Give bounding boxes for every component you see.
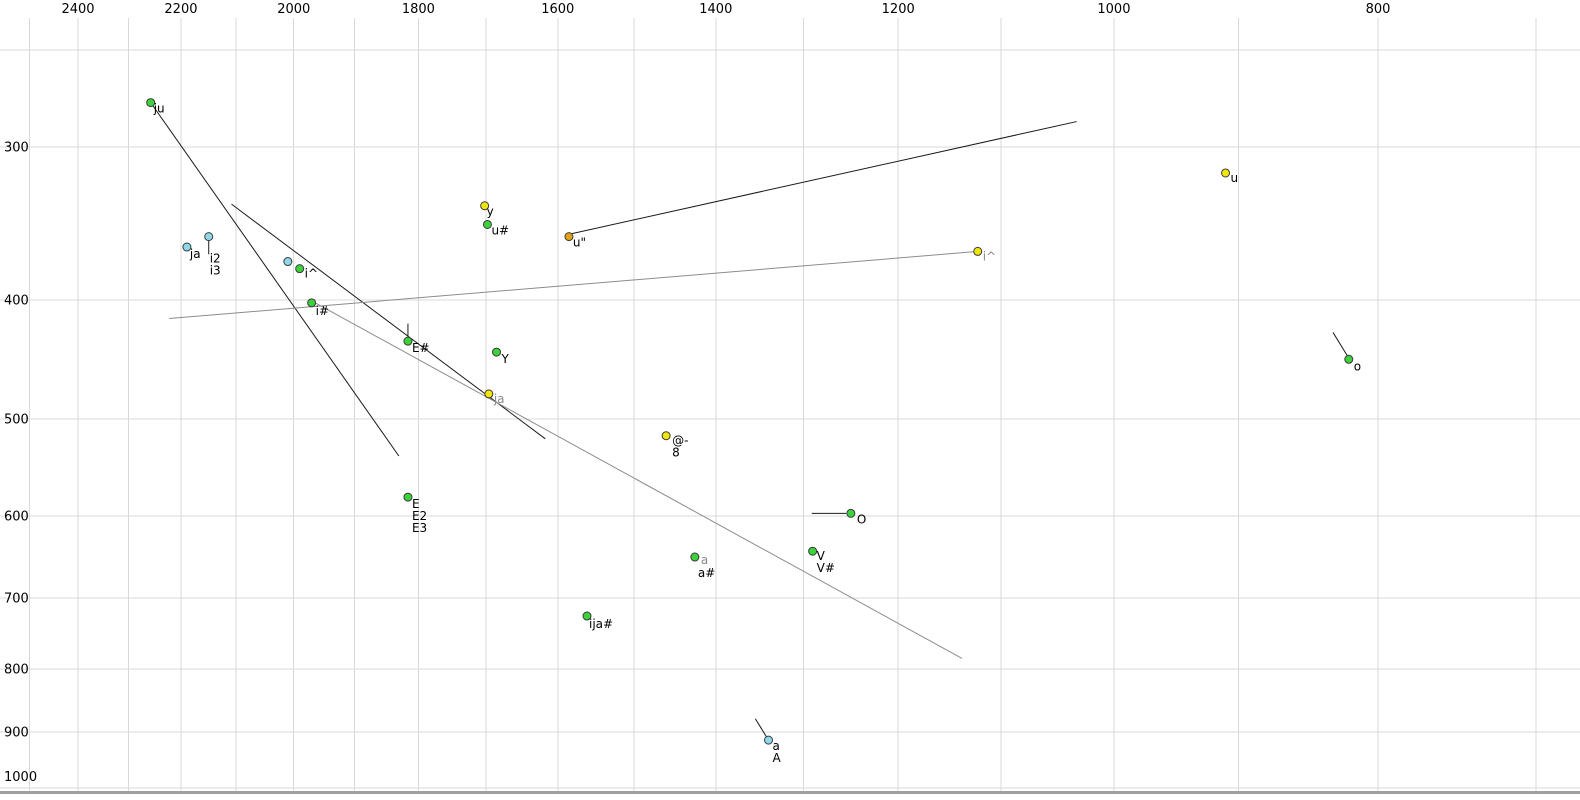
data-point[interactable] <box>204 232 214 242</box>
data-point[interactable] <box>564 232 574 242</box>
data-point[interactable] <box>307 298 317 308</box>
trajectory-line <box>571 121 1077 235</box>
point-label: y <box>487 205 494 219</box>
point-label: i# <box>316 304 329 318</box>
point-label: u# <box>491 223 509 237</box>
point-label: E2 <box>412 509 427 523</box>
data-point[interactable] <box>484 389 494 399</box>
x-tick-label: 1600 <box>541 2 574 17</box>
data-point[interactable] <box>582 611 592 621</box>
data-point[interactable] <box>808 546 818 556</box>
point-label: i^ <box>983 249 996 263</box>
trajectory-line <box>169 250 978 319</box>
data-point[interactable] <box>146 98 156 108</box>
data-point[interactable] <box>182 242 192 252</box>
data-point[interactable] <box>482 219 492 229</box>
point-label: O <box>857 512 866 526</box>
point-label: a <box>701 553 708 567</box>
point-label: u" <box>573 236 586 250</box>
data-point[interactable] <box>1344 354 1354 364</box>
data-point[interactable] <box>1221 168 1231 178</box>
point-label: i3 <box>210 264 221 278</box>
data-point[interactable] <box>295 264 305 274</box>
trajectory-line <box>310 299 963 659</box>
trajectory-line <box>1332 332 1348 356</box>
x-tick-label: 1400 <box>699 2 732 17</box>
x-tick-label: 1200 <box>882 2 915 17</box>
x-tick-label: 1800 <box>402 2 435 17</box>
point-label: E# <box>412 341 430 355</box>
data-point[interactable] <box>492 347 502 357</box>
point-label: a <box>773 739 780 753</box>
point-label: V# <box>817 561 835 575</box>
point-label: ju <box>153 102 165 116</box>
y-tick-label: 900 <box>4 725 29 740</box>
data-point[interactable] <box>764 735 774 745</box>
y-tick-label: 500 <box>4 412 29 427</box>
y-tick-label: 300 <box>4 141 29 156</box>
point-label: E3 <box>412 521 427 535</box>
x-tick-label: 2000 <box>277 2 310 17</box>
point-label: E <box>412 497 420 511</box>
data-point[interactable] <box>283 257 293 267</box>
x-tick-label: 2400 <box>61 2 94 17</box>
point-label: u <box>1231 171 1239 185</box>
point-label: o <box>1354 359 1361 373</box>
data-point[interactable] <box>846 508 856 518</box>
x-tick-label: 800 <box>1366 2 1391 17</box>
trajectory-line <box>231 203 546 440</box>
point-label: ija# <box>589 617 613 631</box>
x-tick-label: 2200 <box>164 2 197 17</box>
point-label: A <box>773 751 782 765</box>
data-point[interactable] <box>403 336 413 346</box>
trajectory-line <box>150 102 400 457</box>
point-label: ja <box>493 392 505 406</box>
point-label: @- <box>672 434 688 448</box>
data-point[interactable] <box>480 201 490 211</box>
point-label: ja <box>189 247 201 261</box>
data-point[interactable] <box>973 246 983 256</box>
data-point[interactable] <box>661 431 671 441</box>
point-label: a# <box>698 566 715 580</box>
point-label: Y <box>501 352 510 366</box>
y-tick-label: 400 <box>4 294 29 309</box>
y-tick-label: 1000 <box>4 770 37 785</box>
data-point[interactable] <box>403 492 413 502</box>
x-tick-label: 1000 <box>1097 2 1130 17</box>
y-tick-label: 800 <box>4 663 29 678</box>
data-point[interactable] <box>690 552 700 562</box>
point-label: i^ <box>305 267 318 281</box>
point-label: 8 <box>672 446 680 460</box>
trajectory-line <box>754 718 768 738</box>
point-label: V <box>817 549 826 563</box>
y-tick-label: 600 <box>4 510 29 525</box>
point-label: i2 <box>210 252 221 266</box>
y-tick-label: 700 <box>4 592 29 607</box>
